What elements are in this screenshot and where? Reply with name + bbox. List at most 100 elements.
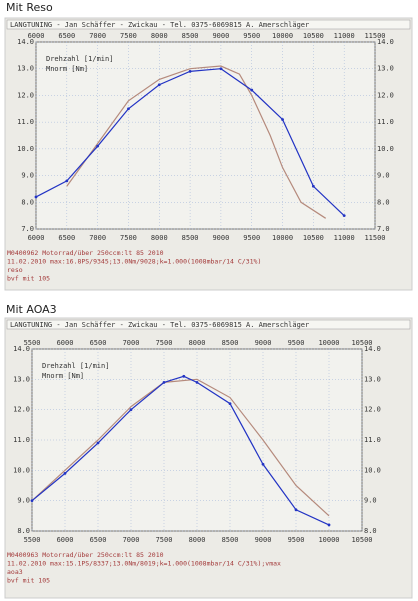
y-tick-label: 13.0 (17, 65, 34, 73)
section-heading: Mit Reso (6, 1, 53, 14)
x-axis-label: Drehzahl [1/min] (46, 55, 113, 63)
point (63, 471, 67, 475)
x-tick-label: 11500 (364, 234, 385, 242)
y-tick-label: 12.0 (17, 91, 34, 99)
footer-note: aoa3 (7, 568, 23, 576)
x-tick-label: 9000 (212, 32, 229, 40)
x-tick-label: 11000 (334, 32, 355, 40)
x-tick-label: 10000 (318, 339, 339, 347)
x-tick-label: 10500 (303, 32, 324, 40)
series-line (66, 65, 327, 219)
x-tick-label: 6500 (58, 32, 75, 40)
y-tick-label: 12.0 (364, 406, 381, 414)
footer-note: 11.02.2010 max:16.8PS/9345;13.0Nm/9028;k… (7, 258, 261, 266)
x-tick-label: 10500 (351, 339, 372, 347)
x-tick-label: 10000 (318, 536, 339, 544)
footer-note: bvf mit 105 (7, 275, 50, 283)
point (219, 67, 223, 71)
x-tick-label: 9500 (288, 536, 305, 544)
y-tick-label: 11.0 (364, 436, 381, 444)
x-tick-label: 11500 (364, 32, 385, 40)
footer-note: bvf mit 105 (7, 577, 50, 585)
x-tick-label: 10500 (351, 536, 372, 544)
x-tick-label: 10000 (272, 32, 293, 40)
x-tick-label: 8000 (151, 32, 168, 40)
y-axis-label: Mnorm [Nm] (46, 65, 88, 73)
footer-note: reso (7, 266, 23, 274)
x-tick-label: 8500 (182, 234, 199, 242)
section-heading: Mit AOA3 (6, 303, 57, 316)
y-tick-label: 10.0 (364, 466, 381, 474)
y-tick-label: 8.0 (377, 198, 390, 206)
y-tick-label: 11.0 (17, 118, 34, 126)
point (157, 83, 161, 87)
y-tick-label: 10.0 (13, 466, 30, 474)
x-tick-label: 8000 (189, 536, 206, 544)
point (195, 380, 199, 384)
x-tick-label: 8000 (151, 234, 168, 242)
plot-area (35, 41, 376, 230)
y-axis-label: Mnorm [Nm] (42, 372, 84, 380)
y-tick-label: 12.0 (13, 406, 30, 414)
y-tick-label: 7.0 (377, 225, 390, 233)
y-tick-label: 13.0 (377, 65, 394, 73)
header-bar (6, 319, 411, 330)
x-tick-label: 9000 (212, 234, 229, 242)
header-text: LANGTUNING - Jan Schäffer - Zwickau - Te… (10, 21, 309, 29)
y-tick-label: 11.0 (377, 118, 394, 126)
x-tick-label: 7000 (89, 32, 106, 40)
y-tick-label: 7.0 (21, 225, 34, 233)
point (129, 408, 133, 412)
header-bar (6, 19, 411, 30)
x-tick-label: 6000 (28, 32, 45, 40)
x-tick-label: 7500 (156, 536, 173, 544)
x-tick-label: 9500 (243, 32, 260, 40)
point (188, 69, 192, 73)
point (228, 402, 232, 405)
x-tick-label: 7000 (89, 234, 106, 242)
x-tick-label: 7000 (123, 536, 140, 544)
point (261, 462, 265, 466)
point (311, 184, 315, 188)
point (65, 179, 69, 183)
y-tick-label: 9.0 (377, 172, 390, 180)
y-tick-label: 10.0 (377, 145, 394, 153)
y-tick-label: 10.0 (17, 145, 34, 153)
footer-note: 11.02.2010 max:15.1PS/8337;13.0Nm/8019;k… (7, 560, 281, 568)
y-tick-label: 8.0 (21, 198, 34, 206)
point (327, 523, 331, 527)
x-tick-label: 7000 (123, 339, 140, 347)
y-tick-label: 8.0 (17, 527, 30, 535)
x-tick-label: 6500 (90, 339, 107, 347)
y-tick-label: 8.0 (364, 527, 377, 535)
header-text: LANGTUNING - Jan Schäffer - Zwickau - Te… (10, 321, 309, 329)
y-tick-label: 12.0 (377, 91, 394, 99)
x-tick-label: 6000 (57, 536, 74, 544)
x-tick-label: 7500 (120, 234, 137, 242)
x-tick-label: 9500 (243, 234, 260, 242)
footer-note: M0400963 Motorrad/über 250ccm:lt 85 2010 (7, 551, 164, 559)
point (96, 441, 100, 445)
point (294, 508, 298, 512)
point (162, 380, 166, 384)
x-tick-label: 9500 (288, 339, 305, 347)
x-tick-label: 11000 (334, 234, 355, 242)
point (96, 144, 100, 148)
x-tick-label: 8000 (189, 339, 206, 347)
y-tick-label: 9.0 (21, 172, 34, 180)
x-tick-label: 8500 (222, 339, 239, 347)
y-tick-label: 14.0 (17, 38, 34, 46)
y-tick-label: 14.0 (13, 345, 30, 353)
x-tick-label: 9000 (255, 536, 272, 544)
x-tick-label: 8500 (182, 32, 199, 40)
x-axis-label: Drehzahl [1/min] (42, 362, 109, 370)
x-tick-label: 5500 (24, 536, 41, 544)
x-tick-label: 6000 (57, 339, 74, 347)
point (182, 374, 186, 378)
y-tick-label: 11.0 (13, 436, 30, 444)
x-tick-label: 6500 (58, 234, 75, 242)
point (281, 118, 284, 121)
point (34, 195, 38, 199)
x-tick-label: 6500 (90, 536, 107, 544)
